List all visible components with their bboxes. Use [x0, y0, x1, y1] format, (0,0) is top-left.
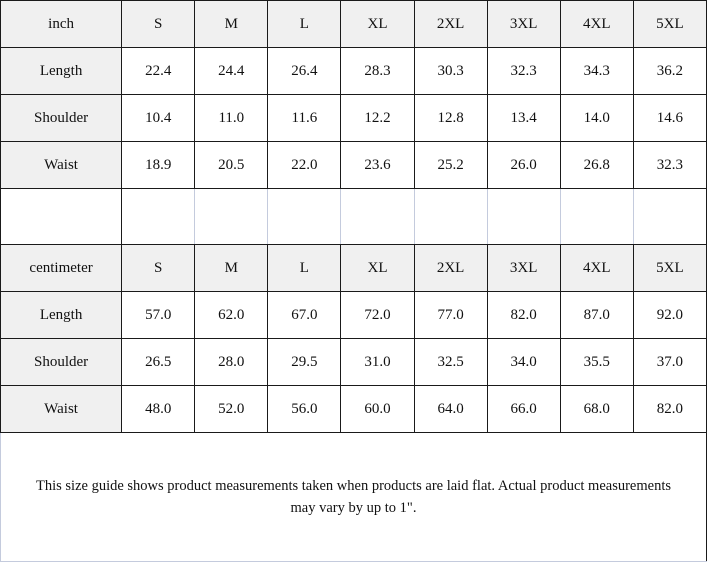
inch-shoulder-2xl: 12.8 [413, 94, 488, 143]
cm-waist-2xl: 64.0 [413, 385, 488, 434]
section-spacer-row [0, 188, 707, 246]
inch-size-header-l: L [267, 0, 342, 49]
cm-length-s: 57.0 [121, 291, 196, 340]
cm-length-5xl: 92.0 [632, 291, 707, 340]
cm-length-m: 62.0 [194, 291, 269, 340]
inch-shoulder-s: 10.4 [121, 94, 196, 143]
inch-waist-m: 20.5 [194, 141, 269, 190]
cm-length-4xl: 87.0 [559, 291, 634, 340]
inch-shoulder-5xl: 14.6 [632, 94, 707, 143]
cm-waist-5xl: 82.0 [632, 385, 707, 434]
table-row: Length 57.0 62.0 67.0 72.0 77.0 82.0 87.… [0, 291, 707, 340]
table-row: Length 22.4 24.4 26.4 28.3 30.3 32.3 34.… [0, 47, 707, 96]
spacer-cell [559, 188, 634, 246]
size-guide-note: This size guide shows product measuremen… [0, 432, 707, 562]
inch-size-header-3xl: 3XL [486, 0, 561, 49]
inch-length-xl: 28.3 [340, 47, 415, 96]
inch-shoulder-l: 11.6 [267, 94, 342, 143]
cm-waist-l: 56.0 [267, 385, 342, 434]
inch-length-3xl: 32.3 [486, 47, 561, 96]
inch-shoulder-m: 11.0 [194, 94, 269, 143]
cm-waist-xl: 60.0 [340, 385, 415, 434]
inch-size-header-xl: XL [340, 0, 415, 49]
inch-size-header-s: S [121, 0, 196, 49]
inch-length-m: 24.4 [194, 47, 269, 96]
inch-waist-2xl: 25.2 [413, 141, 488, 190]
inch-waist-xl: 23.6 [340, 141, 415, 190]
inch-length-2xl: 30.3 [413, 47, 488, 96]
cm-size-header-l: L [267, 244, 342, 293]
cm-length-l: 67.0 [267, 291, 342, 340]
cm-row-label-length: Length [0, 291, 123, 340]
spacer-cell [194, 188, 269, 246]
cm-shoulder-xl: 31.0 [340, 338, 415, 387]
spacer-cell [121, 188, 196, 246]
spacer-cell [413, 188, 488, 246]
inch-length-s: 22.4 [121, 47, 196, 96]
cm-size-header-4xl: 4XL [559, 244, 634, 293]
cm-size-header-3xl: 3XL [486, 244, 561, 293]
inch-waist-l: 22.0 [267, 141, 342, 190]
table-row: Shoulder 10.4 11.0 11.6 12.2 12.8 13.4 1… [0, 94, 707, 143]
cm-length-3xl: 82.0 [486, 291, 561, 340]
centimeter-unit-label: centimeter [0, 244, 123, 293]
cm-length-xl: 72.0 [340, 291, 415, 340]
cm-length-2xl: 77.0 [413, 291, 488, 340]
inch-row-label-shoulder: Shoulder [0, 94, 123, 143]
cm-shoulder-4xl: 35.5 [559, 338, 634, 387]
spacer-cell [0, 188, 123, 246]
inch-size-header-4xl: 4XL [559, 0, 634, 49]
spacer-cell [267, 188, 342, 246]
cm-waist-s: 48.0 [121, 385, 196, 434]
inch-waist-s: 18.9 [121, 141, 196, 190]
inch-size-header-m: M [194, 0, 269, 49]
inch-size-header-5xl: 5XL [632, 0, 707, 49]
cm-size-header-5xl: 5XL [632, 244, 707, 293]
inch-shoulder-xl: 12.2 [340, 94, 415, 143]
inch-length-5xl: 36.2 [632, 47, 707, 96]
inch-row-label-waist: Waist [0, 141, 123, 190]
cm-shoulder-5xl: 37.0 [632, 338, 707, 387]
inch-size-header-2xl: 2XL [413, 0, 488, 49]
cm-shoulder-3xl: 34.0 [486, 338, 561, 387]
cm-size-header-xl: XL [340, 244, 415, 293]
centimeter-header-row: centimeter S M L XL 2XL 3XL 4XL 5XL [0, 244, 707, 293]
cm-waist-4xl: 68.0 [559, 385, 634, 434]
inch-shoulder-3xl: 13.4 [486, 94, 561, 143]
inch-shoulder-4xl: 14.0 [559, 94, 634, 143]
cm-shoulder-l: 29.5 [267, 338, 342, 387]
cm-size-header-s: S [121, 244, 196, 293]
cm-size-header-m: M [194, 244, 269, 293]
cm-waist-3xl: 66.0 [486, 385, 561, 434]
cm-size-header-2xl: 2XL [413, 244, 488, 293]
table-row: Waist 48.0 52.0 56.0 60.0 64.0 66.0 68.0… [0, 385, 707, 434]
spacer-cell [632, 188, 707, 246]
table-row: Shoulder 26.5 28.0 29.5 31.0 32.5 34.0 3… [0, 338, 707, 387]
inch-waist-4xl: 26.8 [559, 141, 634, 190]
inch-waist-3xl: 26.0 [486, 141, 561, 190]
cm-shoulder-2xl: 32.5 [413, 338, 488, 387]
cm-shoulder-s: 26.5 [121, 338, 196, 387]
cm-row-label-waist: Waist [0, 385, 123, 434]
inch-waist-5xl: 32.3 [632, 141, 707, 190]
spacer-cell [340, 188, 415, 246]
spacer-cell [486, 188, 561, 246]
inch-row-label-length: Length [0, 47, 123, 96]
cm-waist-m: 52.0 [194, 385, 269, 434]
size-guide-note-row: This size guide shows product measuremen… [0, 432, 707, 562]
inch-header-row: inch S M L XL 2XL 3XL 4XL 5XL [0, 0, 707, 49]
inch-unit-label: inch [0, 0, 123, 49]
inch-length-4xl: 34.3 [559, 47, 634, 96]
cm-shoulder-m: 28.0 [194, 338, 269, 387]
cm-row-label-shoulder: Shoulder [0, 338, 123, 387]
inch-length-l: 26.4 [267, 47, 342, 96]
table-row: Waist 18.9 20.5 22.0 23.6 25.2 26.0 26.8… [0, 141, 707, 190]
